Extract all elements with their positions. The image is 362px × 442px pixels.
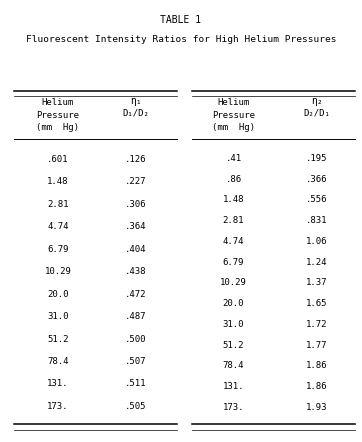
Text: Pressure: Pressure	[37, 110, 79, 119]
Text: 6.79: 6.79	[223, 258, 244, 267]
Text: Fluorescent Intensity Ratios for High Helium Pressures: Fluorescent Intensity Ratios for High He…	[26, 35, 336, 44]
Text: D₁/D₂: D₁/D₂	[122, 108, 149, 117]
Text: 1.86: 1.86	[306, 382, 328, 391]
Text: 51.2: 51.2	[47, 335, 69, 343]
Text: .556: .556	[306, 195, 328, 204]
Text: .505: .505	[125, 402, 147, 411]
Text: .500: .500	[125, 335, 147, 343]
Text: 1.65: 1.65	[306, 299, 328, 308]
Text: 31.0: 31.0	[223, 320, 244, 329]
Text: Pressure: Pressure	[212, 110, 255, 119]
Text: 10.29: 10.29	[45, 267, 71, 276]
Text: 10.29: 10.29	[220, 278, 247, 287]
Text: TABLE 1: TABLE 1	[160, 15, 202, 26]
Text: .86: .86	[226, 175, 241, 184]
Text: (mm  Hg): (mm Hg)	[212, 123, 255, 132]
Text: .438: .438	[125, 267, 147, 276]
Text: 1.06: 1.06	[306, 237, 328, 246]
Text: .511: .511	[125, 380, 147, 389]
Text: η₂: η₂	[311, 96, 323, 106]
Text: .41: .41	[226, 154, 241, 163]
Text: 173.: 173.	[47, 402, 69, 411]
Text: .507: .507	[125, 357, 147, 366]
Text: 1.93: 1.93	[306, 403, 328, 412]
Text: η₁: η₁	[130, 96, 142, 106]
Text: 2.81: 2.81	[47, 200, 69, 209]
Text: 1.37: 1.37	[306, 278, 328, 287]
Text: 131.: 131.	[223, 382, 244, 391]
Text: 1.77: 1.77	[306, 341, 328, 350]
Text: .601: .601	[47, 155, 69, 164]
Text: 131.: 131.	[47, 380, 69, 389]
Text: 20.0: 20.0	[223, 299, 244, 308]
Text: .126: .126	[125, 155, 147, 164]
Text: .366: .366	[306, 175, 328, 184]
Text: 1.72: 1.72	[306, 320, 328, 329]
Text: 1.24: 1.24	[306, 258, 328, 267]
Text: .472: .472	[125, 290, 147, 299]
Text: .404: .404	[125, 245, 147, 254]
Text: Helium: Helium	[217, 98, 250, 107]
Text: .487: .487	[125, 312, 147, 321]
Text: 20.0: 20.0	[47, 290, 69, 299]
Text: 31.0: 31.0	[47, 312, 69, 321]
Text: .364: .364	[125, 222, 147, 231]
Text: 78.4: 78.4	[47, 357, 69, 366]
Text: .831: .831	[306, 216, 328, 225]
Text: 6.79: 6.79	[47, 245, 69, 254]
Text: 2.81: 2.81	[223, 216, 244, 225]
Text: (mm  Hg): (mm Hg)	[37, 123, 79, 132]
Text: 173.: 173.	[223, 403, 244, 412]
Text: 78.4: 78.4	[223, 362, 244, 370]
Text: 1.86: 1.86	[306, 362, 328, 370]
Text: .227: .227	[125, 177, 147, 186]
Text: 4.74: 4.74	[47, 222, 69, 231]
Text: 1.48: 1.48	[223, 195, 244, 204]
Text: 4.74: 4.74	[223, 237, 244, 246]
Text: .195: .195	[306, 154, 328, 163]
Text: .306: .306	[125, 200, 147, 209]
Text: 1.48: 1.48	[47, 177, 69, 186]
Text: 51.2: 51.2	[223, 341, 244, 350]
Text: D₂/D₁: D₂/D₁	[303, 108, 330, 117]
Text: Helium: Helium	[42, 98, 74, 107]
